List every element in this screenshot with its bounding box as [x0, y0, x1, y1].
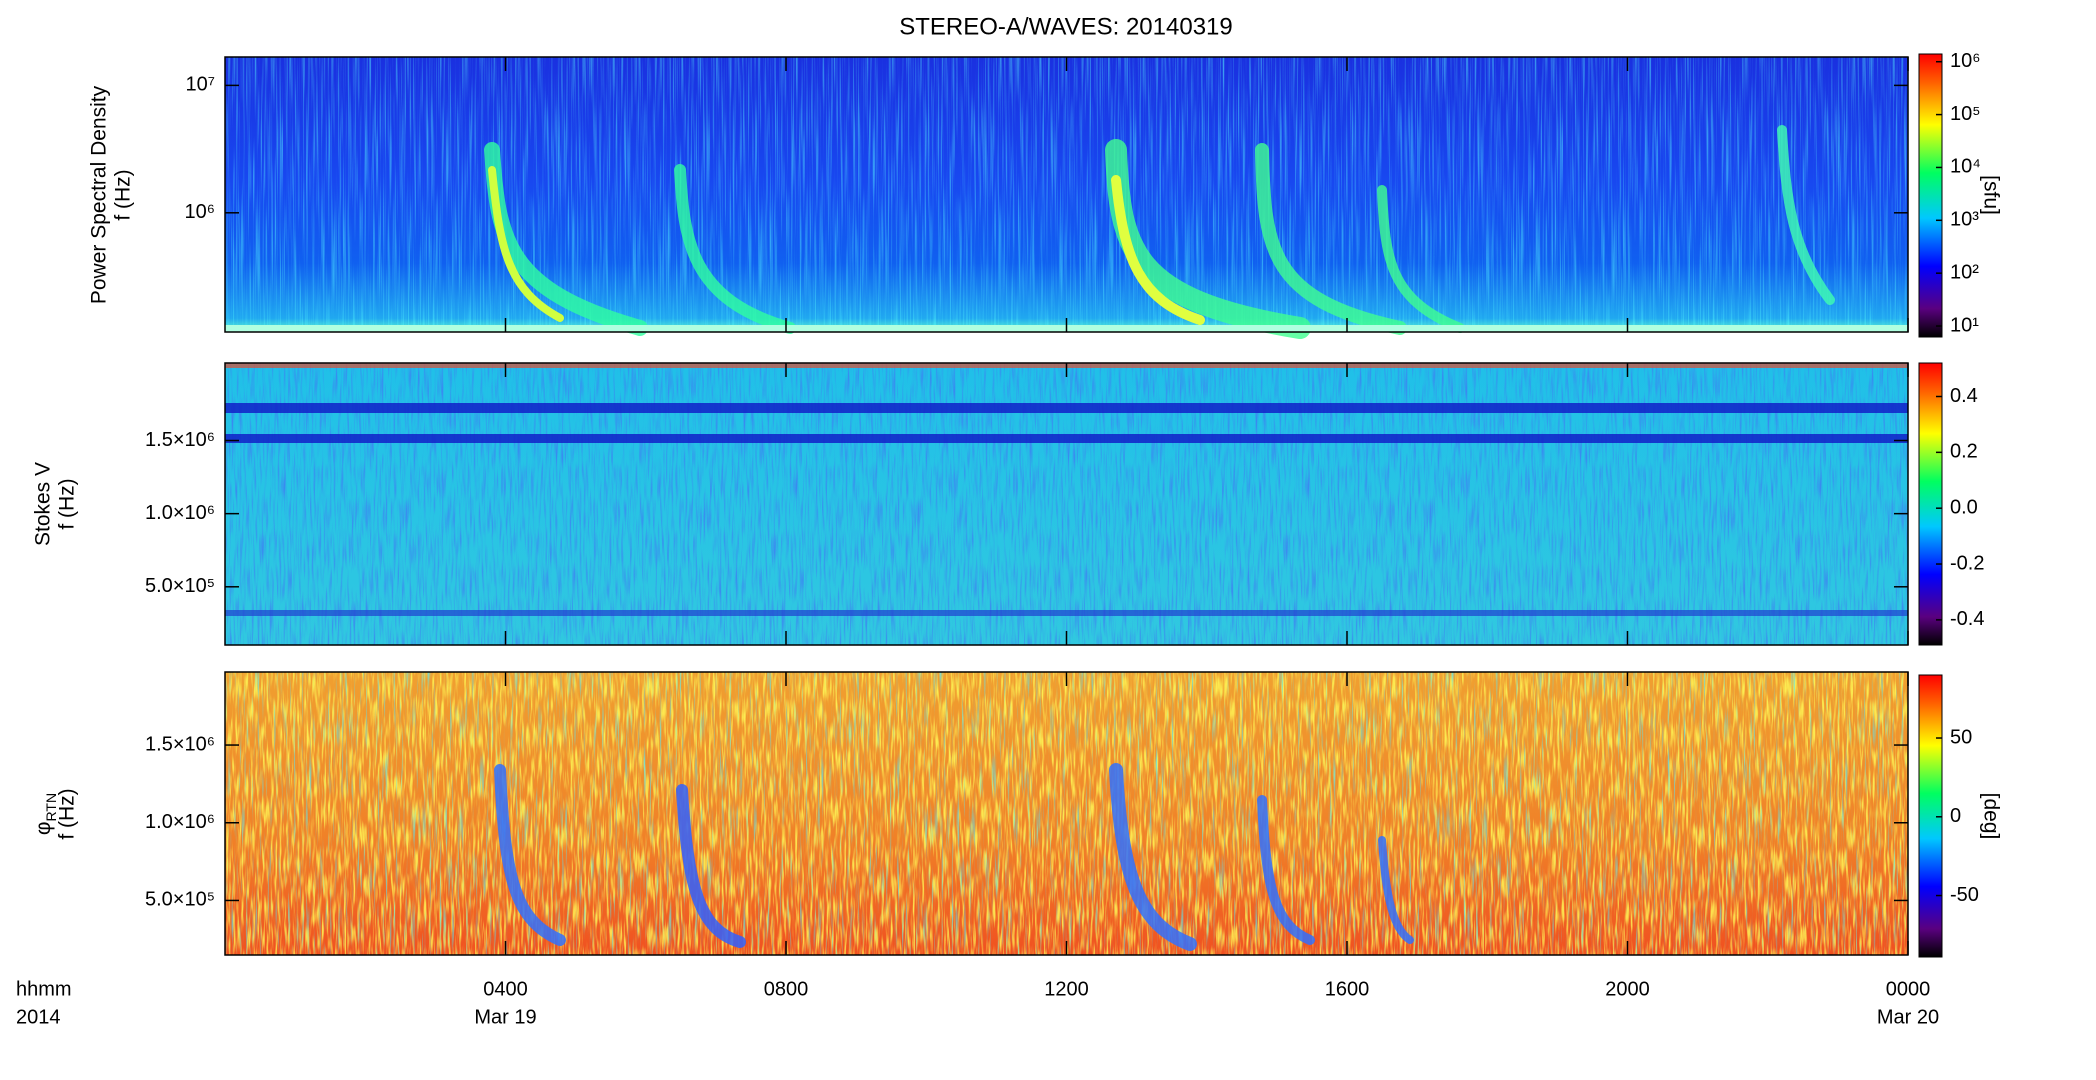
- x-tick-date: Mar 19: [474, 1006, 536, 1028]
- x-tick-date: Mar 20: [1877, 1006, 1939, 1028]
- colorbar-2: [1918, 362, 1943, 646]
- spectrogram-3: [225, 672, 1908, 955]
- x-tick-label: 0800: [764, 978, 809, 1000]
- colorbar-tick-label: 0.2: [1950, 441, 1978, 463]
- y-tick-label: 1.0×10⁶: [145, 502, 215, 524]
- colorbar-label: [deg]: [1979, 793, 2002, 840]
- colorbar-3: [1918, 674, 1943, 958]
- colorbar-tick-label: 0.4: [1950, 385, 1978, 407]
- x-tick-label: 0000: [1886, 978, 1931, 1000]
- colorbar-tick-label: 0.0: [1950, 496, 1978, 518]
- spectrogram-1: [225, 57, 1908, 339]
- y-axis-label: f (Hz): [56, 788, 79, 839]
- y-tick-label: 10⁷: [186, 74, 215, 96]
- y-tick-label: 1.5×10⁶: [145, 733, 215, 755]
- y-tick-label: 10⁶: [185, 201, 215, 223]
- colorbar-tick-label: -50: [1950, 884, 1979, 906]
- x-tick-label: 1600: [1325, 978, 1370, 1000]
- y-axis-label: f (Hz): [56, 478, 79, 529]
- colorbar-label: [sfu]: [1979, 175, 2002, 215]
- x-corner-label: 2014: [16, 1006, 61, 1028]
- colorbar-tick-label: 10²: [1950, 261, 1979, 283]
- colorbar-tick-label: 0: [1950, 805, 1961, 827]
- x-tick-label: 1200: [1044, 978, 1089, 1000]
- colorbar-tick-label: 10⁴: [1950, 156, 1981, 178]
- colorbar-tick-label: 10¹: [1950, 314, 1979, 336]
- colorbar-1: [1918, 53, 1943, 338]
- y-axis-label: Stokes V: [32, 462, 55, 546]
- y-axis-label: φRTN: [32, 793, 59, 835]
- x-tick-label: 2000: [1605, 978, 1650, 1000]
- x-tick-label: 0400: [483, 978, 528, 1000]
- colorbar-tick-label: 10⁵: [1950, 103, 1981, 125]
- spectrogram-2: [225, 363, 1908, 645]
- colorbar-tick-label: 50: [1950, 726, 1972, 748]
- y-tick-label: 5.0×10⁵: [145, 889, 215, 911]
- colorbar-tick-label: 10³: [1950, 209, 1979, 231]
- colorbar-tick-label: -0.4: [1950, 608, 1984, 630]
- y-axis-label: Power Spectral Density: [88, 85, 111, 304]
- colorbar-tick-label: -0.2: [1950, 552, 1984, 574]
- colorbar-tick-label: 10⁶: [1950, 50, 1980, 72]
- y-tick-label: 1.0×10⁶: [145, 811, 215, 833]
- y-axis-label: f (Hz): [112, 169, 135, 220]
- y-tick-label: 1.5×10⁶: [145, 429, 215, 451]
- chart-title: STEREO-A/WAVES: 20140319: [899, 13, 1232, 40]
- y-axis-label-main: φ: [32, 821, 55, 835]
- y-axis-label-sub: RTN: [43, 793, 59, 822]
- x-corner-label: hhmm: [16, 978, 72, 1000]
- y-tick-label: 5.0×10⁵: [145, 575, 215, 597]
